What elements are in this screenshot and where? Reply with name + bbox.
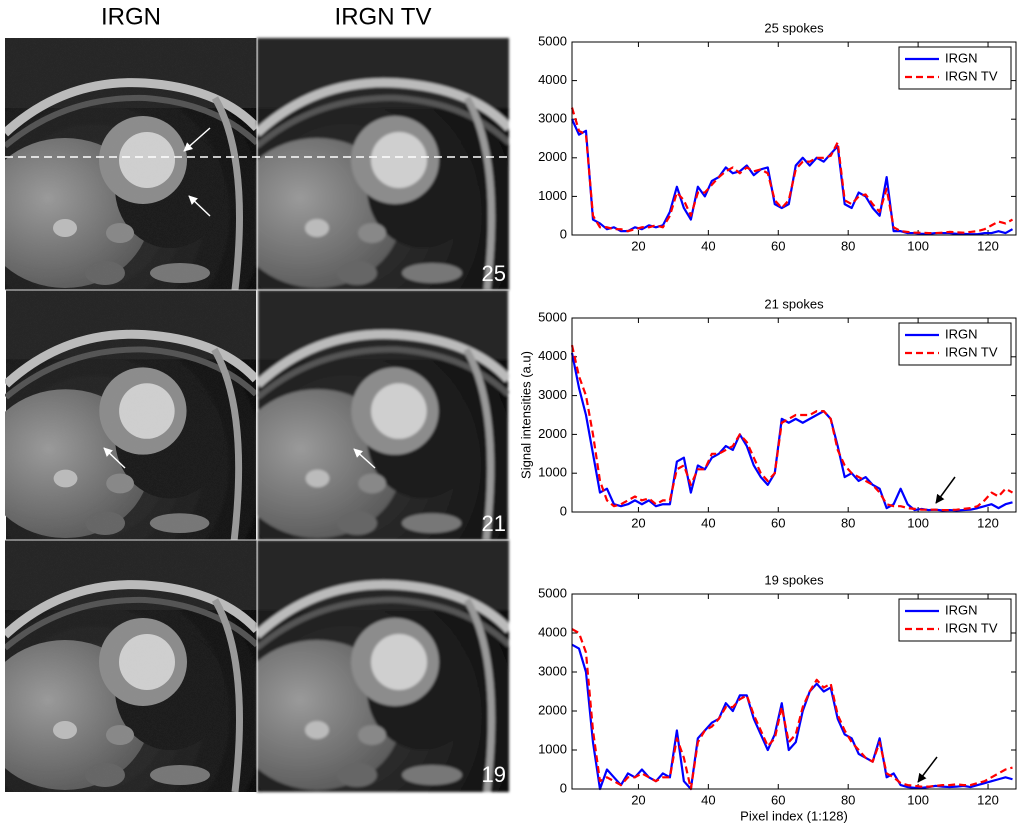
x-axis-label: Pixel index (1:128) [740, 808, 848, 823]
x-tick-label: 100 [907, 515, 929, 530]
x-tick-label: 120 [977, 238, 999, 253]
x-tick-label: 60 [771, 515, 785, 530]
x-tick-label: 120 [977, 515, 999, 530]
mri-image [0, 290, 256, 540]
legend-label: IRGN [945, 50, 978, 65]
y-tick-label: 2000 [538, 426, 567, 441]
y-tick-label: 1000 [538, 741, 567, 756]
y-tick-label: 3000 [538, 111, 567, 126]
legend-label: IRGN TV [945, 620, 998, 635]
x-tick-label: 40 [701, 792, 715, 807]
x-tick-label: 20 [631, 792, 645, 807]
y-tick-label: 4000 [538, 624, 567, 639]
mri-image [232, 540, 509, 792]
chart-title: 19 spokes [764, 572, 824, 587]
column-header: IRGN [101, 3, 161, 30]
y-tick-label: 2000 [538, 149, 567, 164]
mri-image [233, 290, 508, 540]
y-tick-label: 1000 [538, 188, 567, 203]
chart-title: 25 spokes [764, 20, 824, 35]
legend-label: IRGN [945, 602, 978, 617]
x-tick-label: 80 [841, 792, 855, 807]
y-tick-label: 5000 [538, 33, 567, 48]
figure: IRGN IRGN TV 25 21 19 25 spokes204060801… [0, 0, 1019, 839]
mri-image [0, 38, 257, 290]
legend-label: IRGN TV [945, 68, 998, 83]
image-grid: IRGN IRGN TV 25 21 19 [0, 3, 510, 792]
y-tick-label: 5000 [538, 309, 567, 324]
x-tick-label: 20 [631, 515, 645, 530]
x-tick-label: 100 [907, 792, 929, 807]
mri-image [0, 540, 257, 792]
y-tick-label: 0 [560, 503, 567, 518]
y-tick-label: 1000 [538, 465, 567, 480]
legend-label: IRGN TV [945, 344, 998, 359]
row-label: 21 [482, 511, 506, 536]
x-tick-label: 40 [701, 238, 715, 253]
y-tick-label: 0 [560, 780, 567, 795]
x-tick-label: 80 [841, 238, 855, 253]
line-chart: 19 spokes 20 40 60 80 100 120 0 1000 2000 3000 4000… [538, 572, 1016, 823]
x-tick-label: 80 [841, 515, 855, 530]
chart-title: 21 spokes [764, 296, 824, 311]
legend-label: IRGN [945, 326, 978, 341]
row-label: 19 [482, 762, 506, 787]
row-label: 25 [482, 261, 506, 286]
column-header: IRGN TV [335, 3, 432, 30]
y-tick-label: 4000 [538, 72, 567, 87]
x-tick-label: 60 [771, 238, 785, 253]
y-tick-label: 4000 [538, 348, 567, 363]
line-chart: 25 spokes 20 40 60 80 100 120 0 1000 2000 3000 4000… [538, 20, 1016, 253]
x-tick-label: 100 [907, 238, 929, 253]
y-tick-label: 3000 [538, 663, 567, 678]
y-tick-label: 0 [560, 226, 567, 241]
y-tick-label: 5000 [538, 585, 567, 600]
x-tick-label: 40 [701, 515, 715, 530]
x-tick-label: 20 [631, 238, 645, 253]
y-tick-label: 2000 [538, 702, 567, 717]
mri-image [232, 38, 509, 290]
y-tick-label: 3000 [538, 387, 567, 402]
x-tick-label: 60 [771, 792, 785, 807]
x-tick-label: 120 [977, 792, 999, 807]
y-axis-label: Signal intensities (a.u) [518, 351, 533, 479]
